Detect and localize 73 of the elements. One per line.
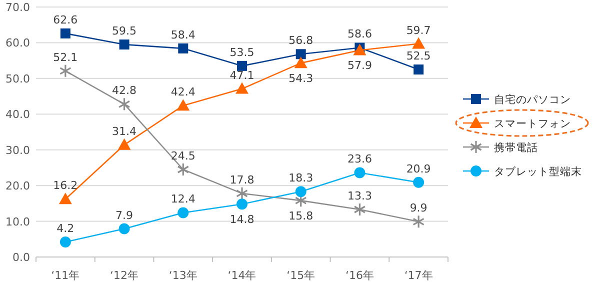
point — [178, 207, 189, 218]
data-label: 4.2 — [56, 222, 74, 235]
data-label: 58.4 — [170, 28, 196, 42]
point — [118, 138, 131, 150]
data-label: 47.1 — [230, 68, 254, 82]
y-tick-label: 30.0 — [6, 144, 30, 157]
data-label: 59.5 — [112, 24, 137, 38]
y-tick-label: 50.0 — [6, 72, 30, 86]
legend-label: 携帯電話 — [494, 141, 538, 154]
x-tick-label: ‘14年 — [228, 269, 256, 282]
x-tick-label: ‘15年 — [286, 269, 316, 282]
point — [236, 186, 248, 200]
point — [354, 202, 366, 216]
point — [58, 192, 72, 204]
data-label: 12.4 — [170, 192, 196, 206]
point — [178, 43, 188, 54]
data-label: 53.5 — [230, 46, 254, 59]
data-label: 42.8 — [112, 84, 137, 98]
y-tick-label: 10.0 — [6, 215, 30, 228]
point — [177, 162, 190, 176]
point — [353, 44, 366, 56]
data-label: 13.3 — [347, 190, 372, 202]
point — [237, 60, 247, 71]
data-label: 56.8 — [288, 34, 314, 48]
point — [413, 176, 424, 188]
point — [176, 99, 190, 111]
x-tick-label: ‘11年 — [51, 269, 80, 282]
point — [295, 186, 306, 198]
data-label: 16.2 — [53, 179, 78, 192]
data-label: 57.9 — [347, 59, 372, 72]
y-tick-label: 70.0 — [6, 1, 30, 14]
point — [294, 56, 308, 68]
x-tick-label: ‘13年 — [168, 269, 198, 282]
legend-label: タブレット型端末 — [494, 165, 582, 178]
point — [296, 49, 306, 60]
data-label: 14.8 — [230, 213, 254, 226]
point — [414, 64, 424, 74]
y-tick-label: 0.0 — [12, 251, 30, 264]
data-label: 54.3 — [288, 72, 314, 86]
y-tick-label: 40.0 — [6, 108, 30, 122]
data-label: 7.9 — [116, 208, 134, 222]
data-label: 15.8 — [288, 210, 314, 223]
point — [236, 198, 248, 210]
point — [412, 37, 426, 49]
y-tick-label: 20.0 — [6, 180, 30, 193]
legend-label: 自宅のパソコン — [494, 93, 571, 106]
point — [59, 64, 72, 78]
point — [118, 223, 130, 234]
data-label: 59.7 — [406, 24, 431, 37]
point — [118, 97, 130, 111]
point — [354, 167, 366, 178]
data-label: 58.6 — [347, 28, 372, 41]
data-label: 24.5 — [170, 150, 196, 162]
data-label: 31.4 — [112, 124, 137, 138]
x-tick-label: ‘12年 — [110, 269, 139, 282]
y-tick-label: 60.0 — [6, 36, 30, 50]
x-tick-label: ‘17年 — [404, 269, 433, 282]
data-label: 52.5 — [406, 50, 431, 62]
point — [60, 236, 71, 248]
data-label: 23.6 — [347, 152, 372, 166]
point — [412, 214, 425, 228]
data-label: 62.6 — [53, 13, 78, 26]
point — [119, 40, 130, 50]
data-label: 42.4 — [170, 86, 196, 99]
point — [236, 82, 248, 94]
data-label: 17.8 — [230, 173, 254, 186]
data-label: 18.3 — [288, 172, 314, 185]
data-label: 20.9 — [406, 162, 431, 176]
x-tick-label: ‘16年 — [345, 269, 374, 282]
data-label: 9.9 — [410, 202, 428, 215]
legend-label: スマートフォン — [494, 118, 571, 130]
point — [60, 28, 70, 38]
data-label: 52.1 — [53, 50, 78, 64]
